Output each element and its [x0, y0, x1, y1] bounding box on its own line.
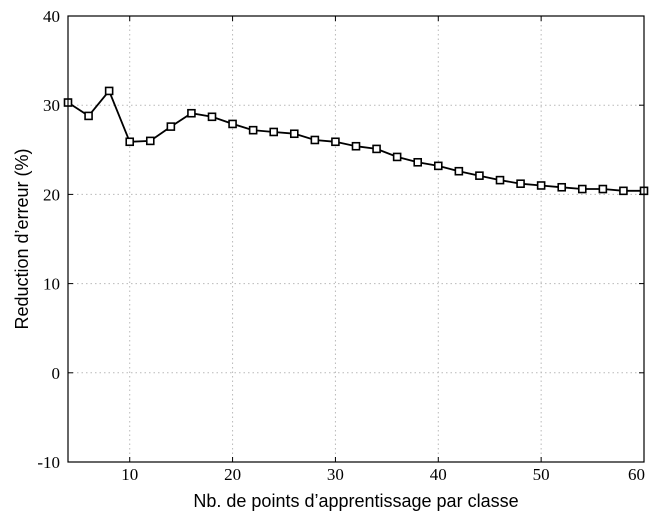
x-tick-label: 40 [430, 465, 447, 484]
data-point-marker [598, 184, 608, 194]
x-tick-label: 50 [533, 465, 550, 484]
data-point-marker [84, 111, 93, 121]
data-point-marker [289, 129, 299, 139]
data-point-marker [475, 171, 484, 180]
data-point-marker [145, 136, 155, 146]
data-point-marker [392, 152, 402, 162]
x-tick-label: 20 [224, 465, 241, 484]
data-point-marker [619, 186, 628, 196]
data-point-marker [125, 137, 135, 147]
data-point-marker [104, 86, 114, 96]
data-point-marker [577, 184, 587, 194]
x-tick-label: 60 [628, 465, 645, 484]
data-point-marker [557, 182, 567, 192]
y-tick-label: 20 [43, 185, 60, 204]
y-tick-label: 30 [43, 96, 60, 115]
data-point-marker [516, 179, 525, 188]
y-tick-label: 40 [43, 7, 60, 26]
data-point-marker [248, 125, 258, 135]
data-point-marker [228, 119, 237, 129]
grid [68, 16, 644, 462]
x-axis-title: Nb. de points d’apprentissage par classe [193, 491, 518, 511]
data-point-marker [372, 144, 381, 154]
y-tick-label: 10 [43, 275, 60, 294]
plot-frame [67, 15, 645, 463]
data-point-marker [495, 175, 505, 185]
x-tick-label: 10 [121, 465, 138, 484]
data-point-marker [454, 166, 464, 176]
x-tick-label: 30 [327, 465, 344, 484]
data-point-marker [536, 181, 546, 190]
data-point-marker [413, 157, 423, 167]
data-point-marker [269, 127, 279, 137]
data-point-marker [331, 137, 340, 147]
y-axis-title: Reduction d’erreur (%) [12, 148, 32, 329]
data-point-marker [207, 112, 217, 122]
data-point-marker [310, 135, 320, 145]
y-tick-label: 0 [52, 364, 61, 383]
data-point-marker [166, 122, 176, 131]
axis-ticks [68, 15, 645, 463]
data-point-marker [351, 141, 361, 151]
data-point-marker [433, 161, 443, 171]
series [63, 86, 649, 196]
tick-labels: 10 20 30 40 50 60 -10 0 10 20 30 40 [37, 7, 645, 484]
data-point-marker [187, 108, 196, 118]
y-tick-label: -10 [37, 453, 60, 472]
